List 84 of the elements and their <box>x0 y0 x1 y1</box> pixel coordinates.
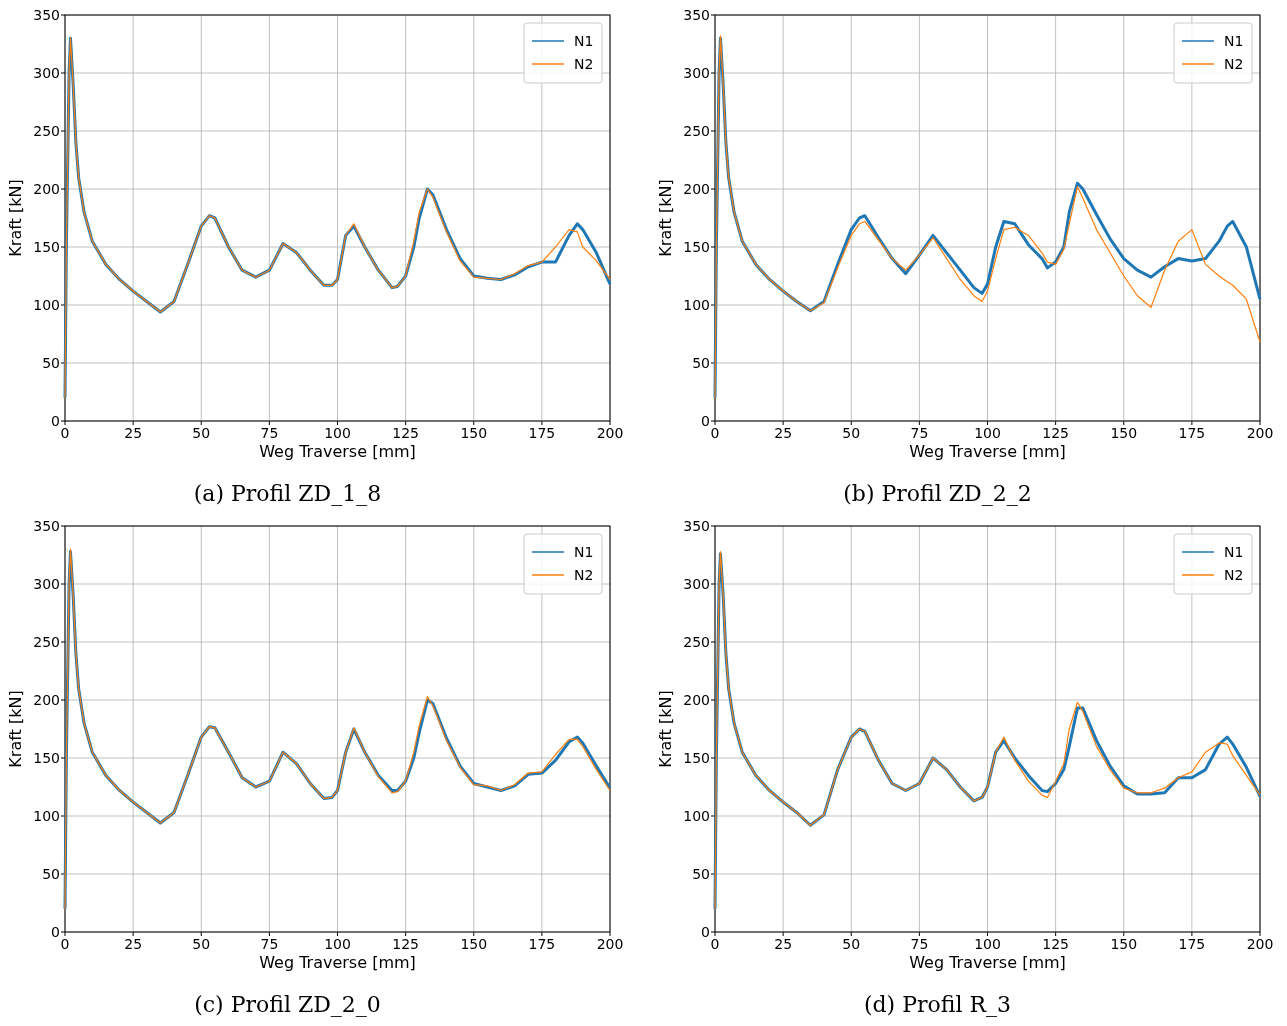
x-tick-label: 200 <box>1246 936 1274 952</box>
y-tick-label: 150 <box>33 749 60 766</box>
x-tick-label: 50 <box>842 936 861 952</box>
legend-label: N1 <box>574 543 594 560</box>
y-tick-label: 100 <box>33 296 60 313</box>
x-tick-label: 150 <box>460 425 488 441</box>
y-tick-label: 50 <box>692 865 710 882</box>
x-tick-label: 100 <box>974 425 1001 441</box>
y-tick-label: 300 <box>683 575 710 592</box>
x-tick-label: 200 <box>596 936 624 952</box>
legend-label: N2 <box>1224 55 1244 72</box>
y-tick-label: 100 <box>683 296 710 313</box>
x-tick-label: 175 <box>1178 936 1206 952</box>
y-tick-label: 350 <box>683 6 710 23</box>
x-tick-label: 25 <box>774 425 793 441</box>
x-tick-label: 75 <box>910 936 929 952</box>
x-tick-label: 150 <box>1110 936 1138 952</box>
x-tick-label: 100 <box>324 936 351 952</box>
y-tick-label: 0 <box>701 923 710 940</box>
text: (a) Profil ZD_1_8 <box>193 481 382 506</box>
y-tick-label: 150 <box>683 749 710 766</box>
x-tick-label: 175 <box>1178 425 1206 441</box>
y-tick-label: 250 <box>683 633 710 650</box>
x-tick-label: 200 <box>596 425 624 441</box>
y-tick-label: 250 <box>33 122 60 139</box>
x-tick-label: 150 <box>460 936 488 952</box>
x-tick-label: 175 <box>528 936 556 952</box>
y-tick-label: 250 <box>683 122 710 139</box>
x-tick-label: 200 <box>1246 425 1274 441</box>
x-axis-title: Weg Traverse [mm] <box>909 442 1066 461</box>
legend-label: N1 <box>1224 32 1244 49</box>
x-tick-label: 50 <box>192 936 211 952</box>
text: (d) Profil R_3 <box>863 992 1012 1017</box>
y-tick-label: 150 <box>33 238 60 255</box>
legend-label: N2 <box>574 55 594 72</box>
y-tick-label: 300 <box>33 575 60 592</box>
x-tick-label: 100 <box>324 425 351 441</box>
legend-label: N1 <box>574 32 594 49</box>
y-tick-label: 100 <box>33 807 60 824</box>
legend-label: N2 <box>1224 566 1244 583</box>
y-axis-title: Kraft [kN] <box>656 179 675 257</box>
y-axis-title: Kraft [kN] <box>6 179 25 257</box>
x-tick-label: 75 <box>910 425 929 441</box>
x-axis-title: Weg Traverse [mm] <box>259 953 416 972</box>
x-tick-label: 75 <box>260 936 279 952</box>
y-tick-label: 350 <box>33 6 60 23</box>
y-tick-label: 50 <box>42 865 60 882</box>
y-tick-label: 0 <box>51 923 60 940</box>
y-tick-label: 150 <box>683 238 710 255</box>
y-tick-label: 0 <box>51 412 60 429</box>
y-tick-label: 350 <box>683 517 710 534</box>
x-tick-label: 125 <box>1042 425 1069 441</box>
y-axis-title: Kraft [kN] <box>656 690 675 768</box>
y-tick-label: 250 <box>33 633 60 650</box>
x-tick-label: 150 <box>1110 425 1138 441</box>
y-tick-label: 200 <box>683 691 710 708</box>
y-tick-label: 0 <box>701 412 710 429</box>
text: (c) Profil ZD_2_0 <box>194 992 381 1017</box>
y-tick-label: 50 <box>692 354 710 371</box>
y-tick-label: 200 <box>33 691 60 708</box>
x-tick-label: 125 <box>1042 936 1069 952</box>
x-tick-label: 125 <box>392 936 419 952</box>
legend-label: N1 <box>1224 543 1244 560</box>
y-tick-label: 350 <box>33 517 60 534</box>
y-tick-label: 200 <box>683 180 710 197</box>
x-tick-label: 75 <box>260 425 279 441</box>
y-tick-label: 200 <box>33 180 60 197</box>
x-axis-title: Weg Traverse [mm] <box>259 442 416 461</box>
x-tick-label: 25 <box>124 936 143 952</box>
y-tick-label: 100 <box>683 807 710 824</box>
x-tick-label: 100 <box>974 936 1001 952</box>
text: (b) Profil ZD_2_2 <box>843 481 1032 506</box>
y-tick-label: 300 <box>683 64 710 81</box>
x-tick-label: 50 <box>192 425 211 441</box>
x-tick-label: 50 <box>842 425 861 441</box>
y-tick-label: 50 <box>42 354 60 371</box>
y-axis-title: Kraft [kN] <box>6 690 25 768</box>
x-tick-label: 25 <box>124 425 143 441</box>
x-tick-label: 125 <box>392 425 419 441</box>
x-tick-label: 175 <box>528 425 556 441</box>
x-tick-label: 25 <box>774 936 793 952</box>
legend-label: N2 <box>574 566 594 583</box>
x-axis-title: Weg Traverse [mm] <box>909 953 1066 972</box>
y-tick-label: 300 <box>33 64 60 81</box>
